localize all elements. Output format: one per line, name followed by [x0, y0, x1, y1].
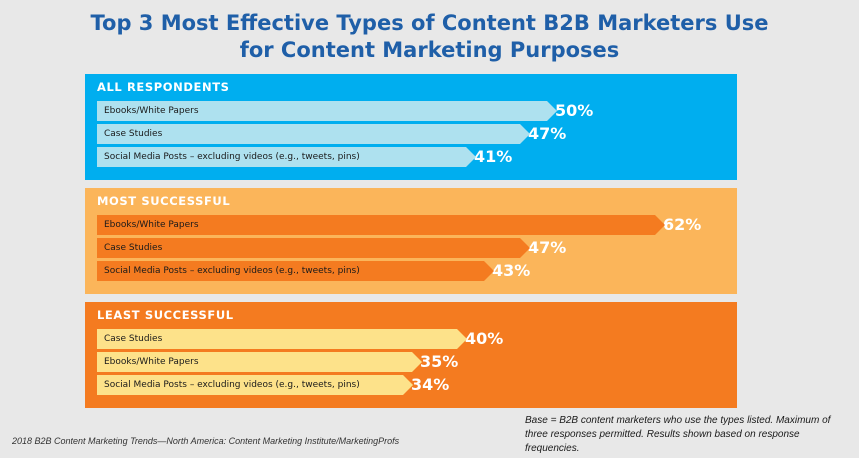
panel-title: LEAST SUCCESSFUL — [97, 308, 234, 322]
bar-value: 47% — [528, 124, 567, 143]
panel-title: MOST SUCCESSFUL — [97, 194, 231, 208]
chart-title-line2: for Content Marketing Purposes — [239, 38, 620, 62]
chart-title: Top 3 Most Effective Types of Content B2… — [0, 10, 859, 64]
bar-label: Ebooks/White Papers — [104, 220, 199, 230]
bar-label: Case Studies — [104, 129, 163, 139]
bar-label: Ebooks/White Papers — [104, 357, 199, 367]
bar-label: Social Media Posts – excluding videos (e… — [104, 266, 360, 276]
bar: Social Media Posts – excluding videos (e… — [97, 261, 530, 281]
bar-value: 34% — [411, 375, 450, 394]
bar-label: Case Studies — [104, 243, 163, 253]
panel-least-successful: LEAST SUCCESSFUL Case Studies 40% Ebooks/Wh… — [85, 302, 737, 408]
bar-value: 41% — [474, 147, 513, 166]
source-note: 2018 B2B Content Marketing Trends—North … — [12, 436, 400, 446]
bar-label: Social Media Posts – excluding videos (e… — [104, 380, 360, 390]
bar-value: 40% — [465, 329, 504, 348]
bar-label: Social Media Posts – excluding videos (e… — [104, 152, 360, 162]
bar-label: Case Studies — [104, 334, 163, 344]
bar-value: 50% — [555, 101, 594, 120]
bar: Case Studies 40% — [97, 329, 503, 349]
panel-all-respondents: ALL RESPONDENTS Ebooks/White Papers 50% Cas… — [85, 74, 737, 180]
bar: Case Studies 47% — [97, 124, 566, 144]
base-note: Base = B2B content marketers who use the… — [525, 415, 831, 454]
bar-value: 35% — [420, 352, 459, 371]
panel-most-successful: MOST SUCCESSFUL Ebooks/White Papers 62% Cas… — [85, 188, 737, 294]
bar: Ebooks/White Papers 35% — [97, 352, 458, 372]
bar: Social Media Posts – excluding videos (e… — [97, 375, 449, 395]
bar: Social Media Posts – excluding videos (e… — [97, 147, 512, 167]
bar-label: Ebooks/White Papers — [104, 106, 199, 116]
panel-title: ALL RESPONDENTS — [97, 80, 230, 94]
chart-title-line1: Top 3 Most Effective Types of Content B2… — [90, 11, 769, 35]
bar: Ebooks/White Papers 50% — [97, 101, 593, 121]
bar: Ebooks/White Papers 62% — [97, 215, 701, 235]
bar-value: 62% — [663, 215, 702, 234]
bar: Case Studies 47% — [97, 238, 566, 258]
bar-value: 43% — [492, 261, 531, 280]
bar-value: 47% — [528, 238, 567, 257]
